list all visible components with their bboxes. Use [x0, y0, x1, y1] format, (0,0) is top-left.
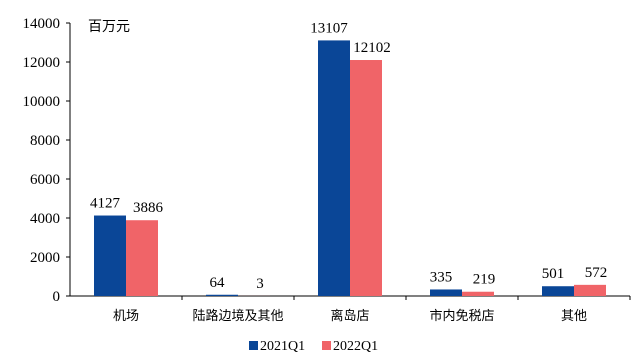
legend-label: 2021Q1	[260, 339, 305, 354]
data-label: 3886	[133, 200, 164, 216]
y-tick-label: 6000	[30, 172, 60, 188]
bar-2022Q1-0	[126, 220, 158, 296]
data-label: 3	[256, 276, 264, 292]
category-label: 陆路边境及其他	[192, 308, 283, 324]
y-tick-label: 0	[53, 289, 61, 305]
data-label: 219	[473, 272, 496, 288]
category-label: 其他	[561, 309, 587, 324]
data-label: 12102	[353, 40, 391, 56]
y-tick-label: 4000	[30, 211, 60, 227]
data-label: 335	[430, 269, 453, 285]
bar-2022Q1-3	[462, 291, 494, 296]
legend-swatch	[322, 341, 331, 350]
bar-2021Q1-2	[318, 40, 350, 297]
data-label: 13107	[310, 20, 348, 36]
y-tick-label: 12000	[23, 55, 61, 71]
category-label: 市内免税店	[429, 308, 494, 324]
bar-2021Q1-3	[430, 289, 462, 296]
data-label: 4127	[90, 196, 121, 212]
y-ticks: 0 2000 4000 6000 8000 10000 12000 14000	[23, 16, 70, 305]
legend-label: 2022Q1	[333, 339, 378, 354]
y-tick-label: 8000	[30, 133, 60, 149]
bar-2021Q1-0	[94, 215, 126, 296]
category-label: 机场	[113, 309, 139, 324]
y-tick-label: 14000	[23, 16, 61, 32]
y-tick-label: 10000	[23, 94, 61, 110]
data-labels: 4127 3886 64 3 13107 12102 335 219 501 572	[90, 20, 607, 292]
bar-2022Q1-2	[350, 60, 382, 296]
category-label: 离岛店	[330, 308, 369, 324]
bar-2021Q1-4	[542, 286, 574, 296]
legend-swatch	[249, 341, 258, 350]
data-label: 501	[542, 266, 565, 282]
bar-2021Q1-1	[206, 294, 238, 296]
data-label: 572	[585, 265, 608, 281]
data-label: 64	[210, 275, 226, 291]
legend: 2021Q1 2022Q1	[249, 339, 378, 354]
bars	[94, 40, 606, 297]
bar-2022Q1-4	[574, 284, 606, 296]
y-unit-label: 百万元	[88, 19, 130, 35]
category-labels: 机场 陆路边境及其他 离岛店 市内免税店 其他	[113, 296, 631, 324]
y-tick-label: 2000	[30, 250, 60, 266]
